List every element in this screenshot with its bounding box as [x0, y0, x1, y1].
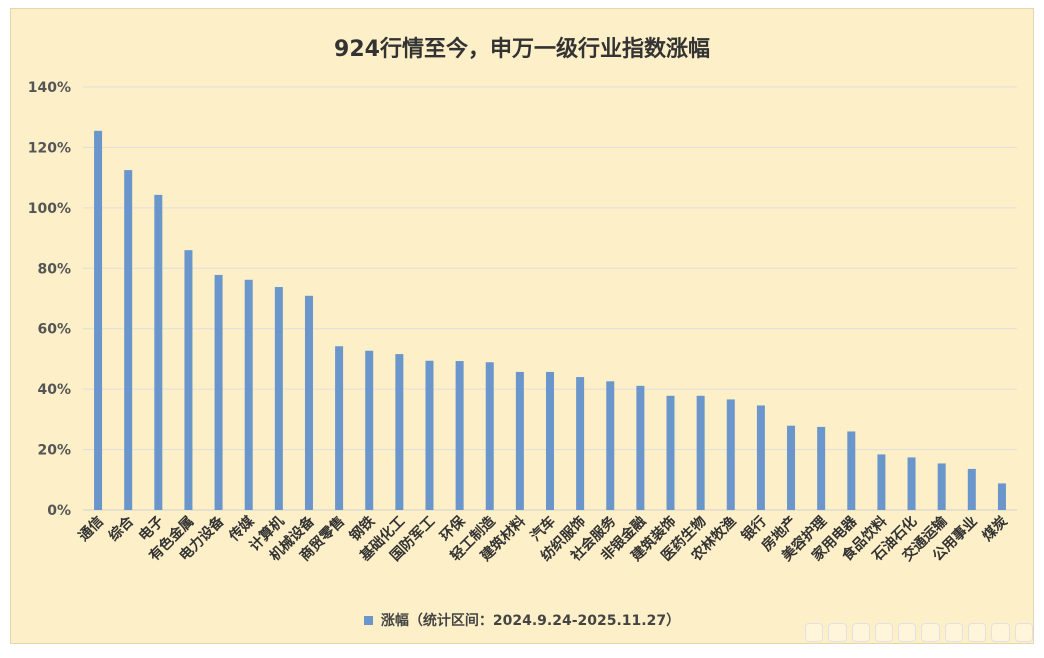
bar [425, 360, 434, 510]
bar [335, 346, 344, 510]
bar [756, 405, 765, 510]
bar [515, 371, 524, 510]
bar-chart: 0% 20% 40% 60% 80% 100% 120% 140% 通信 综合 电子有色金属电力设… [28, 80, 1017, 565]
watermark [805, 622, 1033, 642]
bar [696, 395, 705, 510]
y-tick-label: 140% [28, 80, 71, 96]
bar [726, 399, 735, 510]
chart-title: 924行情至今，申万一级行业指数涨幅 [334, 37, 710, 62]
bar [455, 361, 464, 510]
y-tick-label: 40% [37, 382, 71, 398]
bar [184, 250, 193, 510]
y-tick-label: 60% [37, 322, 71, 338]
y-tick-label: 120% [28, 140, 71, 156]
x-tick-label: 综合 [105, 512, 138, 545]
y-tick-label: 20% [37, 443, 71, 459]
bar [877, 454, 886, 510]
bar [907, 457, 916, 510]
bar [365, 350, 374, 510]
bar [395, 354, 404, 510]
bar [576, 377, 585, 510]
bar [997, 483, 1006, 510]
bar [124, 170, 133, 510]
bar [847, 431, 856, 510]
bar [546, 371, 554, 510]
bar [666, 395, 675, 510]
y-tick-label: 80% [37, 261, 71, 277]
bar [636, 385, 645, 510]
bar [967, 468, 976, 510]
chart-frame: 924行情至今，申万一级行业指数涨幅 0% 20% 40% 60% 80% 100% 120… [10, 8, 1034, 644]
bar [244, 279, 253, 510]
x-tick-label: 通信 [75, 513, 107, 545]
bars [94, 130, 1006, 511]
y-tick-label: 100% [28, 201, 71, 217]
bar [787, 425, 796, 510]
legend-swatch [363, 615, 373, 625]
bar [154, 194, 163, 511]
bar [304, 295, 313, 510]
bar [817, 426, 826, 510]
bar [274, 287, 283, 510]
bar [485, 362, 494, 510]
legend: 涨幅（统计区间：2024.9.24-2025.11.27） [11, 610, 1033, 630]
x-tick-label: 煤炭 [979, 513, 1011, 545]
bar [94, 130, 103, 510]
y-tick-label: 0% [47, 503, 71, 519]
legend-label: 涨幅（统计区间：2024.9.24-2025.11.27） [380, 613, 681, 629]
bar [937, 463, 946, 510]
bar [214, 274, 223, 510]
y-axis-ticks: 0% 20% 40% 60% 80% 100% 120% 140% [28, 80, 71, 519]
bar [606, 381, 615, 510]
